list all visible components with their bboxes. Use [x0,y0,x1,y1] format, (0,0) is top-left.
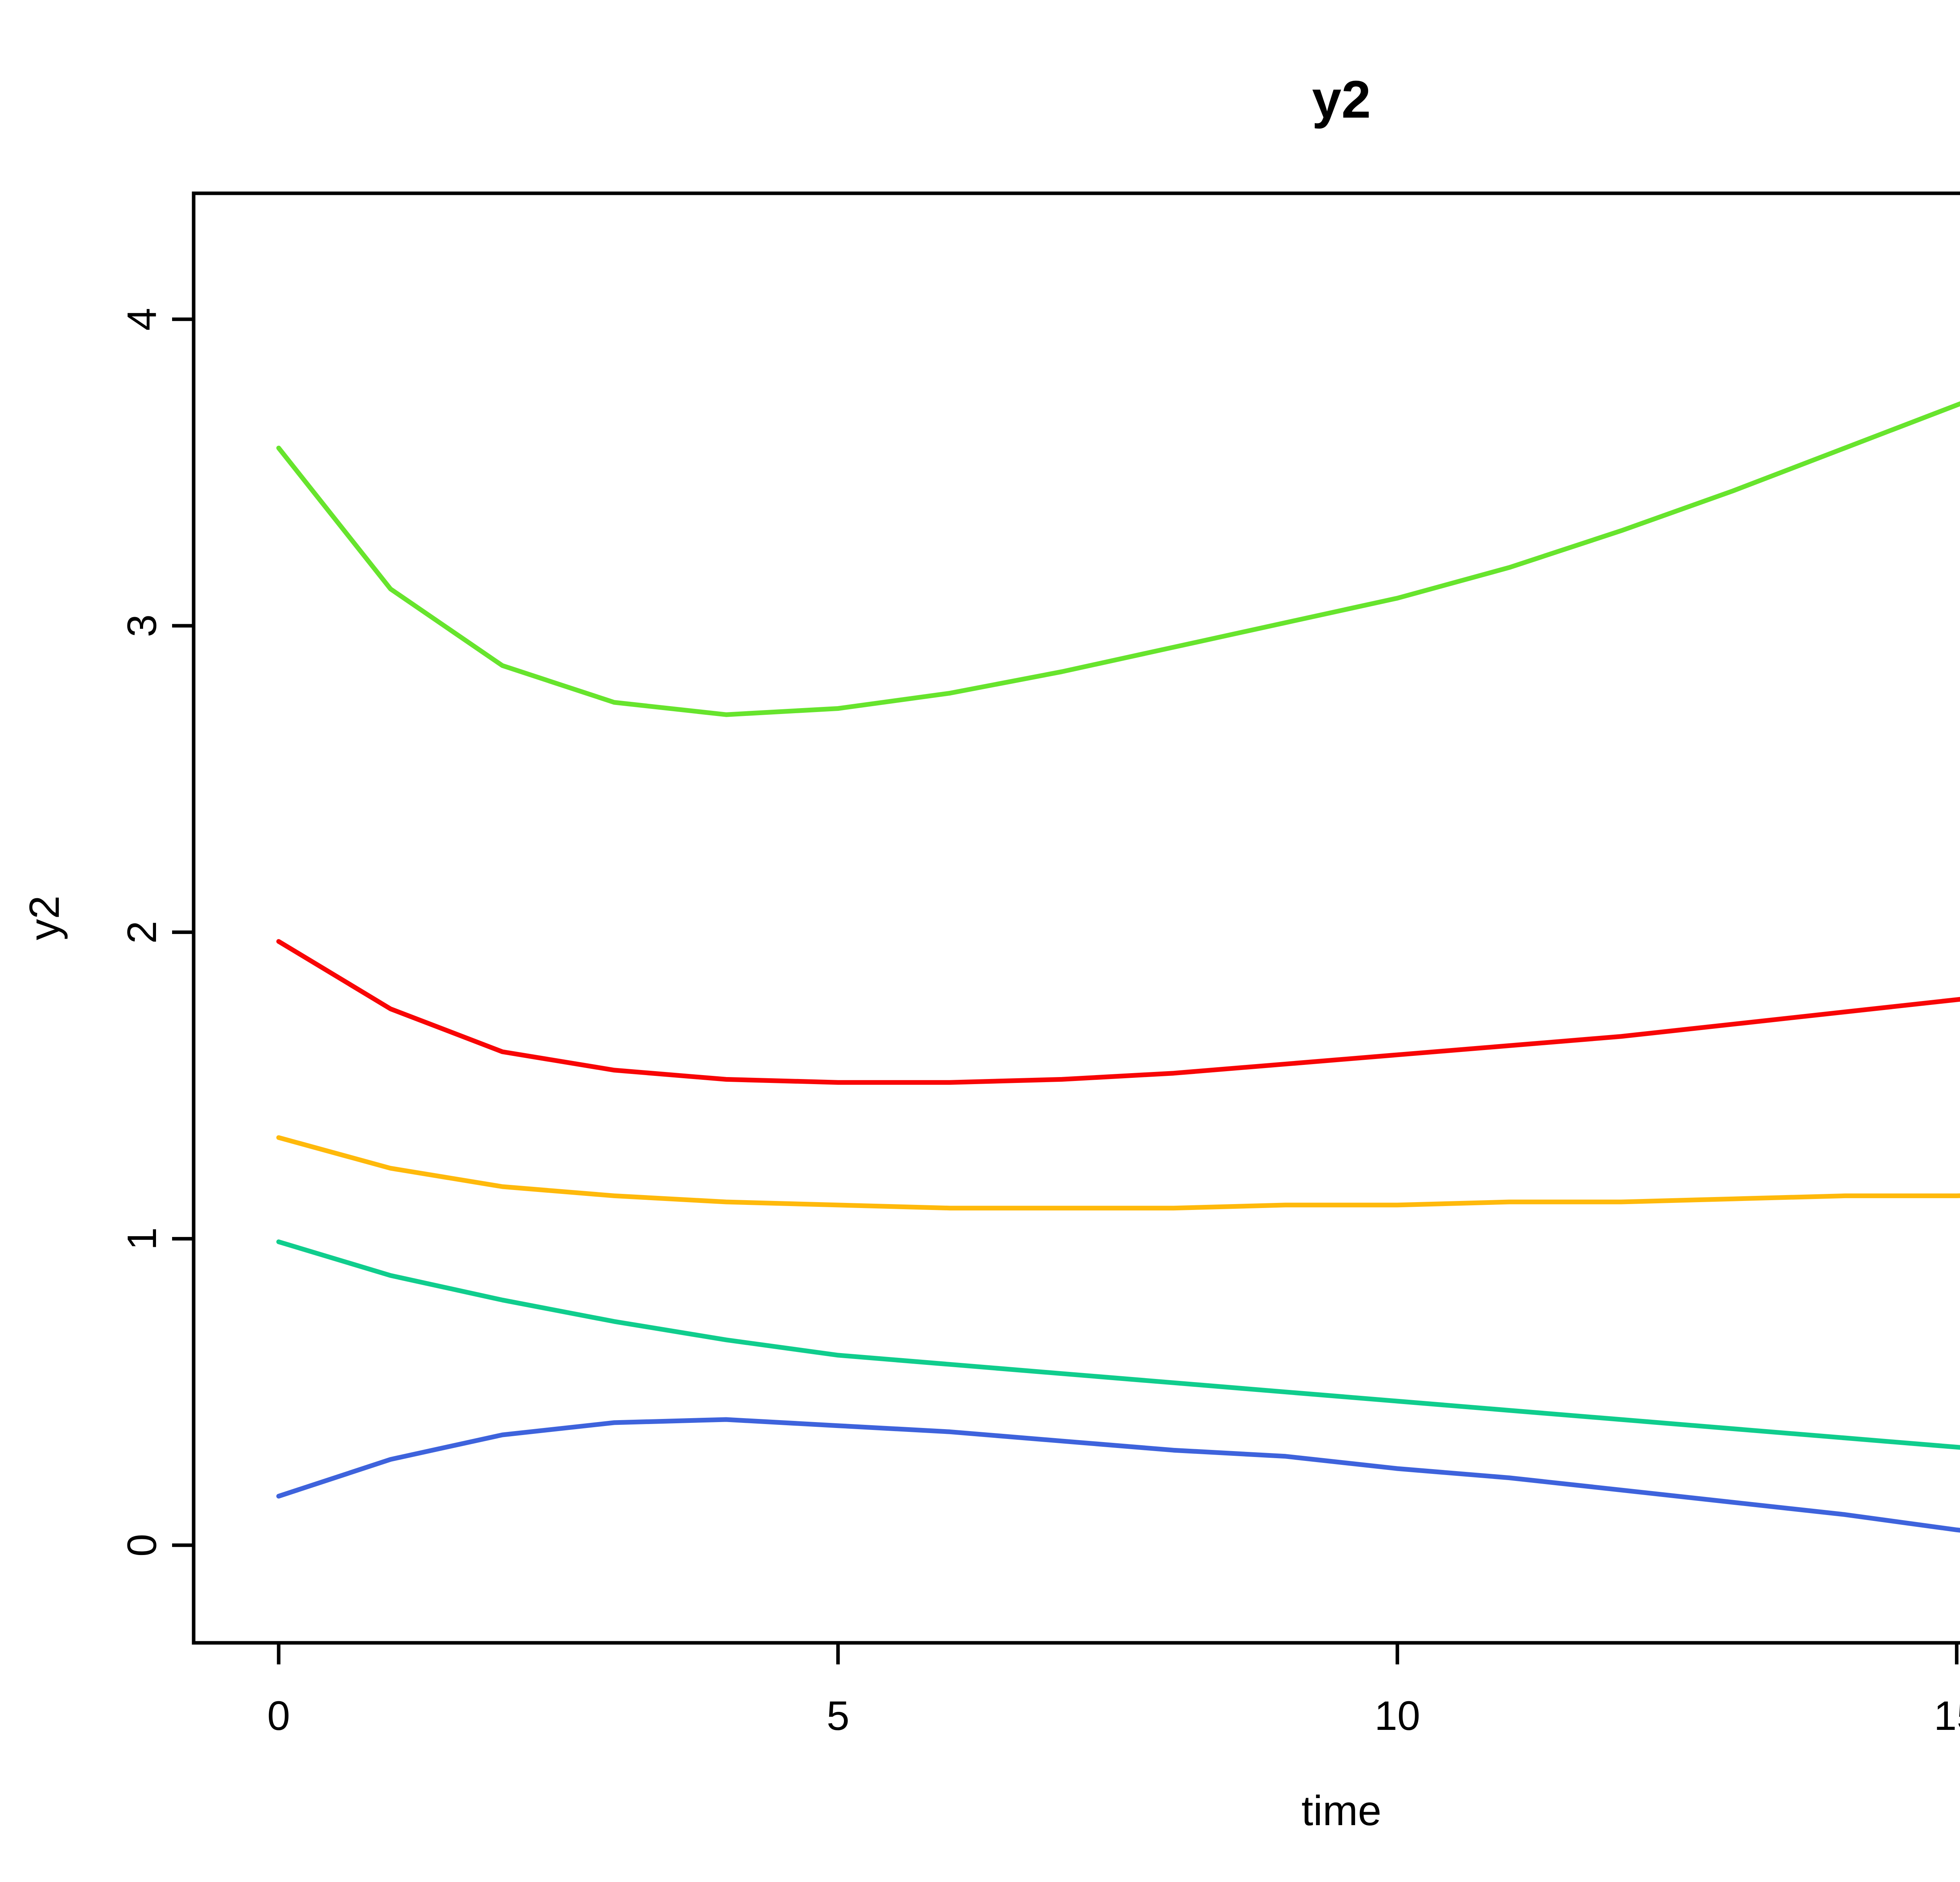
y-tick-label: 4 [119,308,165,331]
y-tick-label: 2 [119,921,165,943]
y-tick-label: 3 [119,614,165,637]
chart-title: y2 [1312,70,1371,129]
y-tick-label: 0 [119,1534,165,1557]
x-axis-ticks: 0 5 10 15 [267,1643,1960,1739]
series-line-teal [276,1239,1960,1450]
plot-frame [192,191,1960,1645]
series-line-blue [276,1417,1960,1533]
x-axis-label: time [1301,1787,1381,1834]
x-tick-label: 5 [827,1693,849,1739]
series-line-orange [276,1135,1960,1211]
series-lines [276,401,1960,1533]
y-axis-label: y2 [20,896,68,940]
series-line-red [276,939,1960,1085]
y-tick-label: 1 [119,1227,165,1250]
series-line-green [276,401,1960,717]
x-tick-label: 15 [1934,1693,1960,1739]
y-axis-ticks: 0 1 2 3 4 [119,308,194,1557]
x-tick-label: 0 [267,1693,290,1739]
x-tick-label: 10 [1374,1693,1420,1739]
